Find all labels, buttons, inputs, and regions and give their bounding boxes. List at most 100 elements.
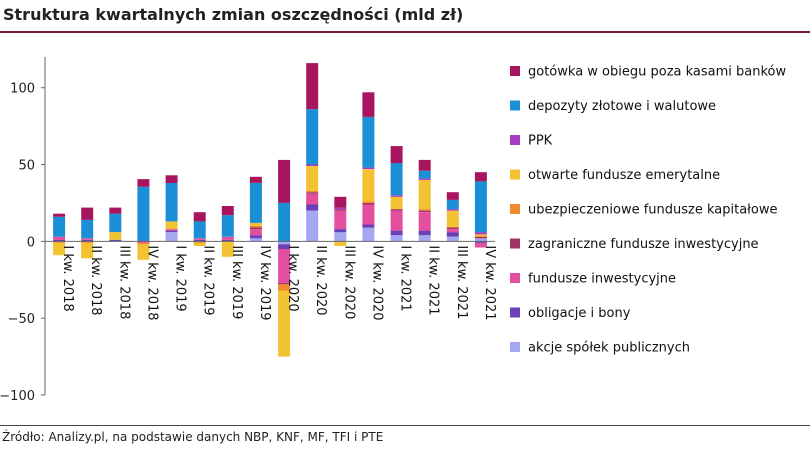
legend-swatch [510, 100, 520, 111]
category-label: IV kw. 2021 [482, 245, 497, 320]
y-tick-label: 50 [18, 159, 35, 174]
bar-segment-2-3 [109, 239, 122, 242]
bar-segment-3-16 [474, 242, 487, 248]
bar-segment-7-12 [362, 167, 375, 170]
bar-segment-5-6 [193, 241, 206, 243]
bar-segment-2-10 [306, 204, 319, 211]
bar-segment-6-15 [446, 210, 459, 228]
bar-segment-1-10 [306, 210, 319, 242]
category-labels-layer: I kw. 2018 II kw. 2018 III kw. 2018 IV kw. … [60, 245, 497, 320]
bar-segment-9-10 [306, 63, 319, 110]
bar-segment-8-5 [165, 183, 178, 222]
bar-segment-9-3 [109, 207, 122, 214]
legend-swatch [510, 273, 520, 283]
bar-segment-6-7 [221, 241, 234, 257]
bar-segment-9-4 [137, 179, 150, 187]
bar-segment-2-12 [362, 224, 375, 228]
bar-segment-8-8 [249, 183, 262, 223]
legend-swatch [510, 66, 520, 76]
bar-segment-4-12 [362, 203, 375, 205]
bar-segment-2-11 [334, 229, 347, 233]
bar-segment-1-5 [165, 232, 178, 242]
legend-swatch [510, 204, 520, 214]
bar-segment-8-2 [81, 219, 94, 239]
bar-segment-1-12 [362, 227, 375, 242]
bar-segment-4-15 [446, 227, 459, 229]
bar-segment-9-13 [390, 146, 403, 163]
y-tick-label: 100 [10, 82, 35, 97]
bar-segment-6-3 [109, 232, 122, 240]
bar-segment-6-2 [81, 242, 94, 259]
bar-segment-7-13 [390, 195, 403, 197]
bar-segment-2-2 [81, 239, 94, 242]
bar-segment-2-9 [278, 244, 291, 249]
y-tick-label: −50 [8, 312, 35, 327]
bar-segment-6-11 [334, 241, 347, 246]
bar-segment-4-14 [418, 210, 431, 213]
bar-segment-3-1 [53, 236, 66, 240]
legend-label: zagraniczne fundusze inwestycyjne [528, 237, 759, 252]
bar-segment-1-8 [249, 238, 262, 242]
bar-segment-4-8 [249, 227, 262, 229]
bar-segment-8-6 [193, 221, 206, 239]
bar-segment-9-2 [81, 207, 94, 220]
bar-segment-9-8 [249, 176, 262, 183]
legend-label: depozyty złotowe i walutowe [528, 99, 716, 114]
category-label: IV kw. 2020 [369, 245, 384, 320]
bar-segment-3-13 [390, 210, 403, 231]
bar-segment-6-5 [165, 221, 178, 230]
y-tick-label: 0 [27, 235, 35, 250]
legend-label: gotówka w obiegu poza kasami banków [528, 65, 787, 80]
legend-label: otwarte fundusze emerytalne [528, 168, 720, 183]
bar-segment-2-1 [53, 239, 66, 242]
bar-segment-6-13 [390, 196, 403, 210]
bar-segment-8-9 [278, 203, 291, 242]
bar-segment-4-10 [306, 192, 319, 194]
category-label: II kw. 2020 [313, 245, 328, 315]
bar-segment-1-15 [446, 236, 459, 242]
bar-segment-5-2 [81, 241, 94, 243]
bar-segment-6-12 [362, 169, 375, 202]
bar-segment-1-9 [278, 241, 291, 245]
category-label: III kw. 2021 [454, 245, 469, 319]
category-label: II kw. 2019 [201, 245, 216, 315]
legend-swatch [510, 135, 520, 145]
bar-segment-6-8 [249, 222, 262, 226]
bar-segment-3-15 [446, 229, 459, 233]
bar-segment-4-13 [390, 209, 403, 211]
bar-segment-9-16 [474, 172, 487, 182]
category-label: II kw. 2021 [426, 245, 441, 315]
bar-segment-6-14 [418, 179, 431, 210]
bar-segment-3-14 [418, 212, 431, 231]
bar-segment-5-14 [418, 209, 431, 211]
bar-segment-7-14 [418, 178, 431, 180]
bar-segment-8-15 [446, 199, 459, 210]
category-label: I kw. 2018 [60, 245, 75, 311]
bar-segment-3-9 [278, 249, 291, 283]
bar-segment-1-13 [390, 235, 403, 242]
category-label: IV kw. 2019 [257, 245, 272, 320]
bar-segment-6-9 [278, 290, 291, 357]
bar-segment-9-7 [221, 206, 234, 216]
bar-segment-9-12 [362, 92, 375, 117]
bar-segment-7-15 [446, 209, 459, 211]
bar-segment-5-8 [249, 226, 262, 228]
bar-segment-8-10 [306, 109, 319, 165]
bar-segment-9-1 [53, 213, 66, 217]
source-note: Źródło: Analizy.pl, na podstawie danych … [2, 430, 384, 444]
bar-segment-2-8 [249, 235, 262, 239]
bar-segment-7-11 [334, 207, 347, 210]
bar-segment-9-11 [334, 196, 347, 208]
legend: gotówka w obiegu poza kasami banków depoz… [510, 65, 787, 356]
bar-segment-3-10 [306, 193, 319, 205]
bar-segment-8-13 [390, 163, 403, 196]
bar-segment-2-7 [221, 239, 234, 242]
bar-segment-1-11 [334, 232, 347, 242]
bar-segment-4-9 [278, 282, 291, 285]
category-label: II kw. 2018 [88, 245, 103, 315]
category-label: III kw. 2019 [229, 245, 244, 319]
category-label: I kw. 2021 [398, 245, 413, 311]
bar-segment-2-5 [165, 230, 178, 233]
bar-segment-3-6 [193, 238, 206, 240]
legend-label: obligacje i bony [528, 306, 631, 321]
